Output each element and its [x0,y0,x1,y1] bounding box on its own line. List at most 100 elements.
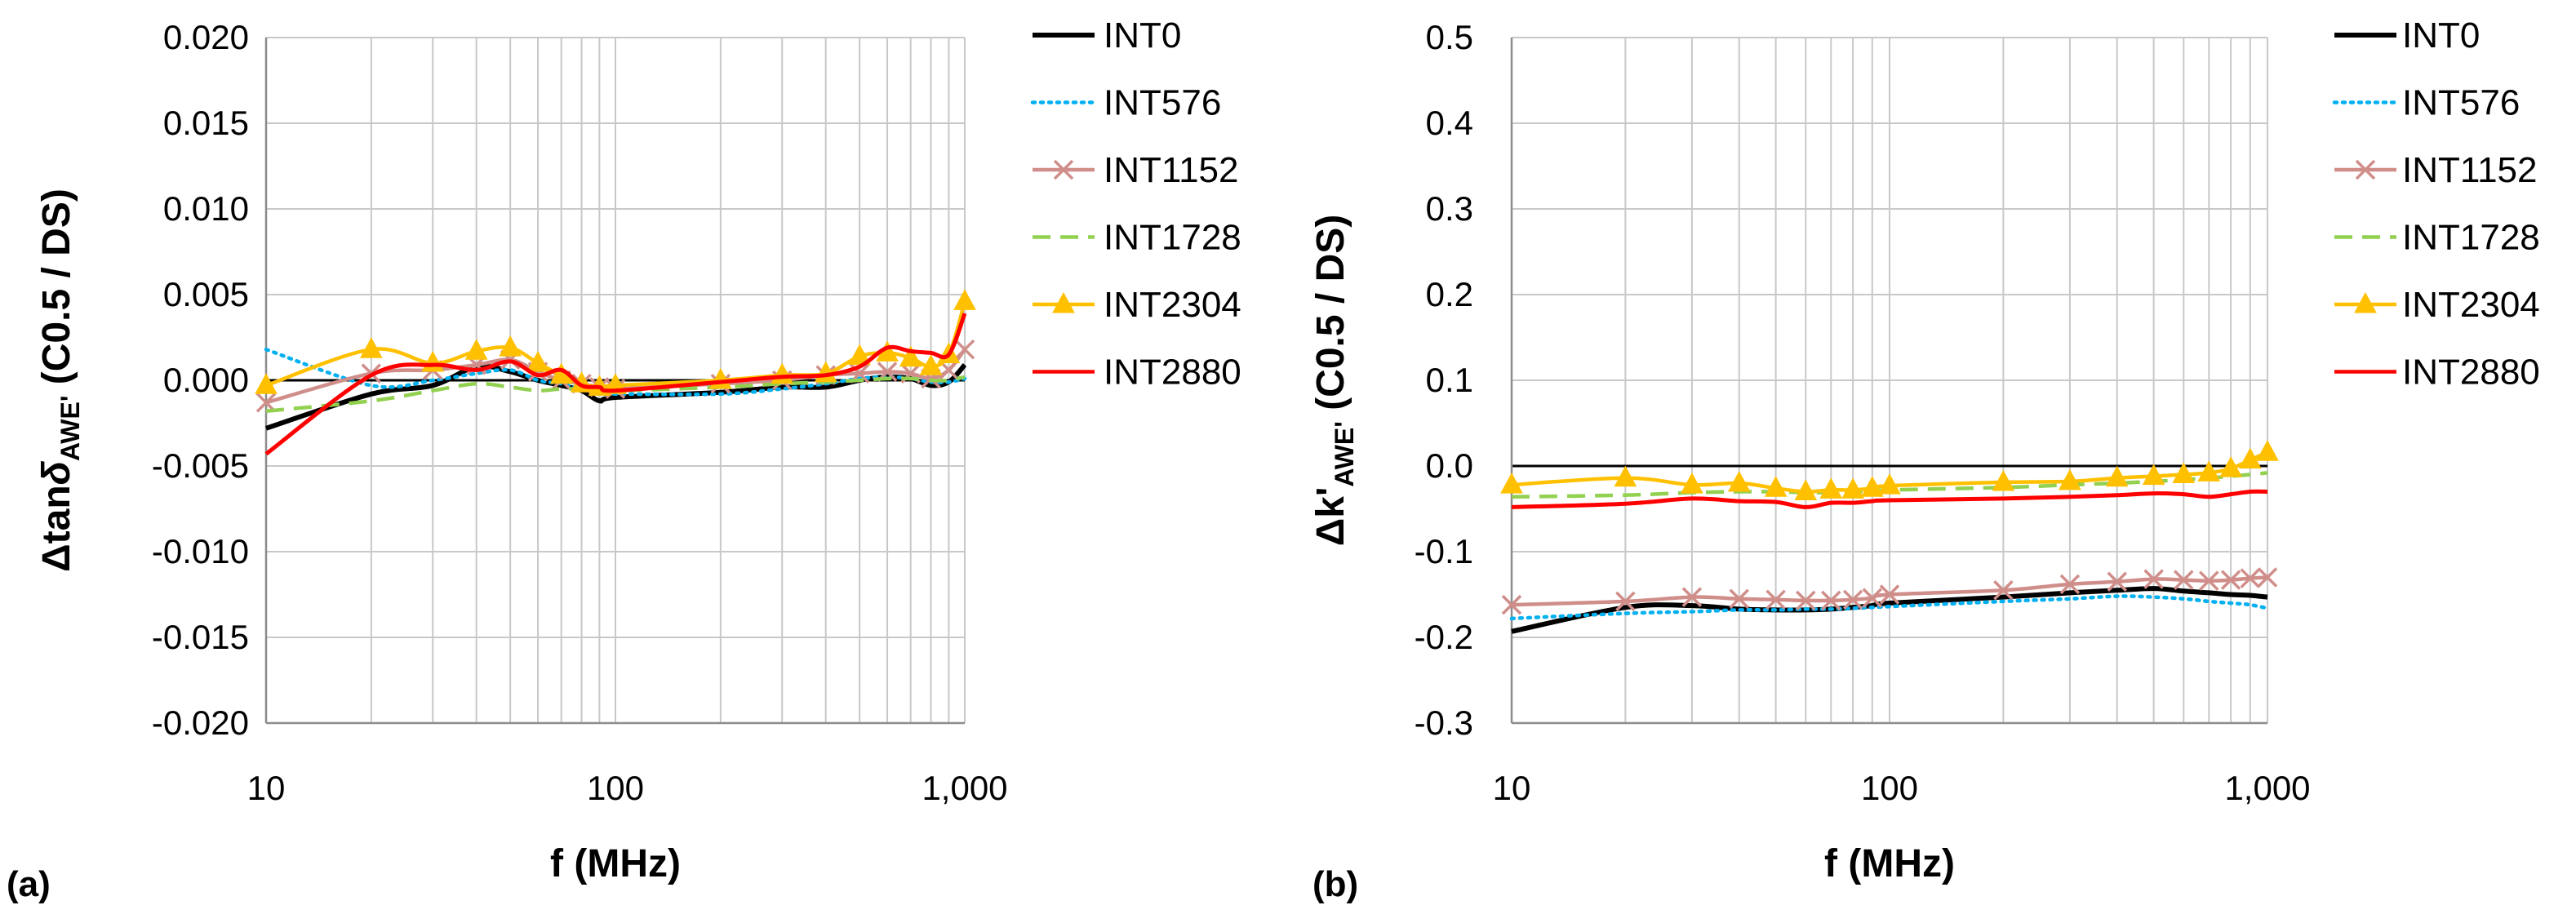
data-point [1500,473,1523,494]
series-INT2880 [264,313,967,456]
data-point [1501,594,1522,615]
data-point [255,373,278,394]
y-tick-label: 0.3 [1426,189,1473,228]
legend-label: INT576 [2402,83,2520,123]
data-point [2105,465,2129,487]
data-point [2199,570,2219,591]
y-axis-label-symbol: δ [35,460,78,485]
data-point [2219,456,2242,477]
legend-item-INT576: INT576 [2332,83,2520,123]
series-INT2880 [1511,489,2268,509]
y-axis-label-subscript: AWE' [56,396,85,462]
x-axis-label: f (MHz) [1824,842,1955,885]
legend-label: INT576 [1104,83,1221,123]
y-tick-label: -0.3 [1415,703,1473,742]
x-tick-label: 100 [587,769,644,807]
data-point [2257,567,2278,588]
data-point [2197,460,2221,481]
legend-label: INT0 [2402,16,2480,55]
data-point [1879,584,1900,605]
y-tick-label: -0.010 [152,532,249,570]
y-tick-label: -0.015 [152,618,249,656]
legend-label: INT2880 [1104,353,1241,393]
data-point [2240,568,2261,588]
y-tick-label: -0.1 [1415,532,1473,570]
legend-item-INT0: INT0 [1033,16,1181,55]
legend-item-INT1728: INT1728 [2334,218,2540,258]
data-point [499,335,522,357]
legend-item-INT1152: INT1152 [1033,150,1239,190]
data-point [919,354,943,375]
data-point [1878,473,1901,495]
data-point [1860,476,1884,497]
data-point [1992,469,2015,491]
series-line [264,313,967,456]
legend: INT0 INT576 INT1152 INT1728 INT2304 INT2880 [1030,16,1241,393]
data-point [1819,477,1843,499]
data-point [1052,291,1075,313]
y-axis-label-main: Δk' [1309,487,1352,547]
legend-label: INT1728 [2402,218,2540,258]
series-INT2304 [255,289,976,396]
data-point [2220,570,2241,590]
series-line [1511,586,2268,634]
series-line [265,375,966,414]
data-point [2172,462,2196,483]
data-point [1862,588,1883,608]
data-point [1821,590,1841,611]
y-tick-label: -0.2 [1415,618,1473,656]
x-tick-label: 100 [1861,769,1918,807]
y-tick-label: -0.005 [152,446,249,485]
data-point [2107,571,2127,592]
data-point [1841,477,1864,499]
legend-label: INT2304 [1104,285,1241,325]
data-point [2238,447,2262,469]
data-point [2143,569,2164,589]
data-point [954,339,975,360]
data-point [1796,590,1816,611]
y-tick-label: 0.1 [1426,361,1473,399]
data-point [2142,464,2165,486]
x-tick-label: 10 [247,769,286,807]
data-point [1053,159,1074,180]
y-tick-label: 0.000 [163,361,249,399]
y-axis-label: ΔtanδAWE' (C0.5 / DS) [35,189,85,572]
data-point [2355,159,2376,180]
data-point [360,337,383,358]
legend-item-INT1152: INT1152 [2334,150,2538,190]
data-point [1681,473,1703,494]
chart-panel-b: -0.3 -0.2 -0.1 0.0 0.1 0.2 0.3 0.4 0.5 10 100 1,000… [1309,16,2540,904]
legend-item-INT0: INT0 [2334,16,2480,55]
x-tick-label: 1,000 [922,769,1007,807]
data-point [1681,587,1703,607]
legend: INT0 INT576 INT1152 INT1728 INT2304 INT2880 [2332,16,2540,393]
x-tick-label: 1,000 [2224,769,2310,807]
legend-item-INT576: INT576 [1030,83,1221,123]
legend-label: INT2880 [2402,353,2540,393]
data-point [1993,580,2014,601]
data-point [464,339,488,360]
legend-item-INT2880: INT2880 [2334,353,2540,393]
series-INT0 [1511,586,2268,634]
data-point [1794,479,1818,500]
legend-item-INT1728: INT1728 [1033,218,1241,258]
data-point [2354,291,2377,313]
y-tick-label: 0.2 [1426,275,1473,313]
series-line [1509,594,2270,621]
x-axis-label: f (MHz) [550,842,681,885]
data-point [2256,440,2279,461]
legend-item-INT2304: INT2304 [2334,285,2540,325]
series-INT576 [1509,594,2270,621]
legend-label: INT1728 [1104,218,1241,258]
y-tick-label: 0.015 [163,104,249,142]
data-point [1842,589,1863,610]
x-tick-label: 10 [1493,769,1531,807]
y-tick-label: 0.020 [163,18,249,56]
y-axis-label-units: (C0.5 / DS) [35,189,78,395]
data-point [1764,476,1788,497]
y-axis-label-main: Δtan [35,485,78,572]
series-INT1152 [1501,567,2278,615]
legend-label: INT2304 [2402,285,2540,325]
legend-label: INT0 [1104,16,1181,55]
